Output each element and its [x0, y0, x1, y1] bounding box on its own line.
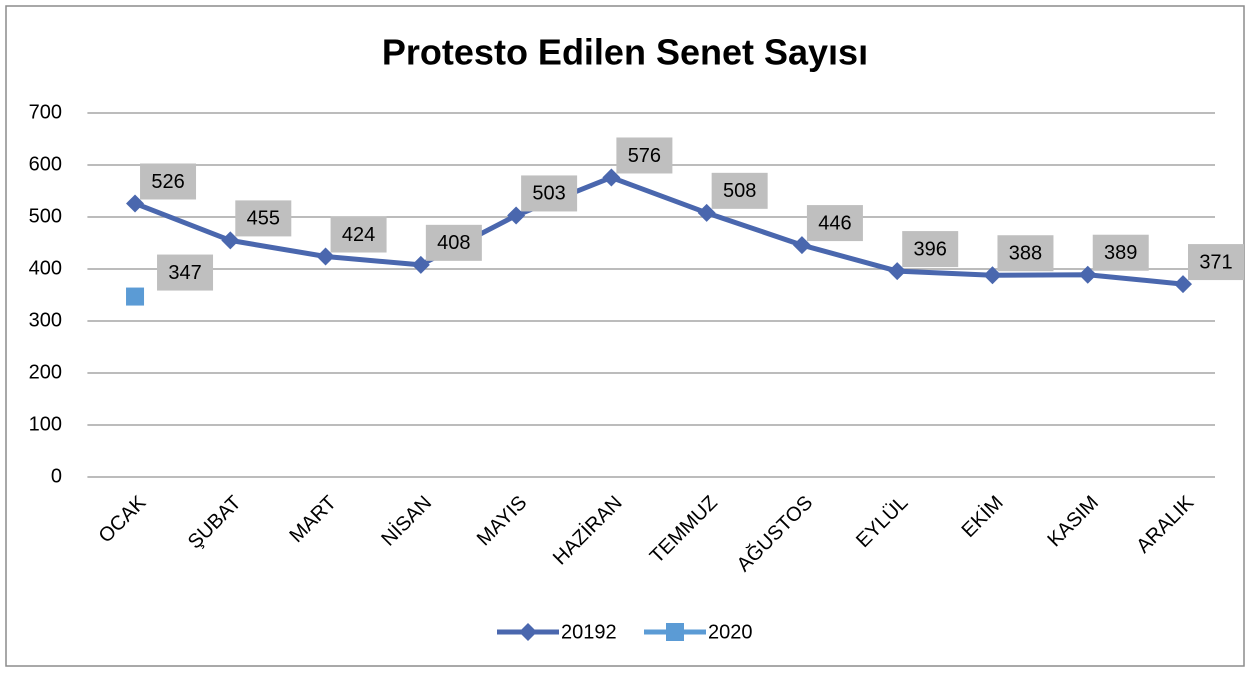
legend-marker — [666, 623, 684, 641]
data-label-box — [1188, 244, 1245, 281]
marker — [507, 206, 526, 225]
data-label-box — [902, 231, 959, 268]
data-label: 526 — [151, 171, 184, 193]
data-label: 396 — [914, 238, 947, 260]
marker — [983, 266, 1002, 285]
marker — [888, 262, 907, 281]
y-tick-label: 500 — [29, 205, 62, 227]
data-label: 371 — [1199, 251, 1232, 273]
legend-label: 20192 — [561, 621, 617, 643]
data-label-box — [806, 205, 863, 242]
marker — [1078, 265, 1097, 284]
data-label-box — [140, 163, 197, 200]
y-tick-label: 700 — [29, 101, 62, 123]
data-label: 503 — [532, 183, 565, 205]
chart-frame — [5, 5, 1245, 667]
y-tick-label: 300 — [29, 309, 62, 331]
data-label-box — [1092, 234, 1149, 271]
data-label: 388 — [1009, 243, 1042, 265]
legend-marker — [519, 623, 537, 641]
data-label-box — [711, 172, 768, 209]
data-label-box — [616, 137, 673, 174]
y-tick-label: 600 — [29, 153, 62, 175]
data-label: 508 — [723, 180, 756, 202]
data-label-box — [425, 224, 482, 261]
y-tick-label: 100 — [29, 413, 62, 435]
marker — [411, 255, 430, 274]
marker — [221, 231, 240, 250]
series-line — [134, 174, 1184, 287]
data-label-box — [330, 216, 387, 253]
data-label: 347 — [168, 262, 201, 284]
data-label: 408 — [437, 232, 470, 254]
data-label: 576 — [628, 145, 661, 167]
legend-label: 2020 — [708, 621, 753, 643]
marker — [602, 168, 621, 187]
data-label: 446 — [818, 212, 851, 234]
y-tick-label: 400 — [29, 257, 62, 279]
marker — [792, 236, 811, 255]
marker — [697, 203, 716, 222]
marker — [1174, 275, 1193, 294]
data-label: 455 — [247, 208, 280, 230]
y-tick-label: 200 — [29, 361, 62, 383]
data-label-box — [235, 200, 292, 237]
chart-title: Protesto Edilen Senet Sayısı — [382, 32, 868, 73]
data-label-box — [521, 175, 578, 212]
data-label-box — [997, 235, 1054, 272]
data-label: 424 — [342, 224, 375, 246]
y-tick-label: 0 — [51, 465, 62, 487]
data-label: 389 — [1104, 242, 1137, 264]
marker — [126, 287, 145, 306]
data-label-box — [157, 254, 214, 291]
marker — [316, 247, 335, 266]
marker — [126, 194, 145, 213]
